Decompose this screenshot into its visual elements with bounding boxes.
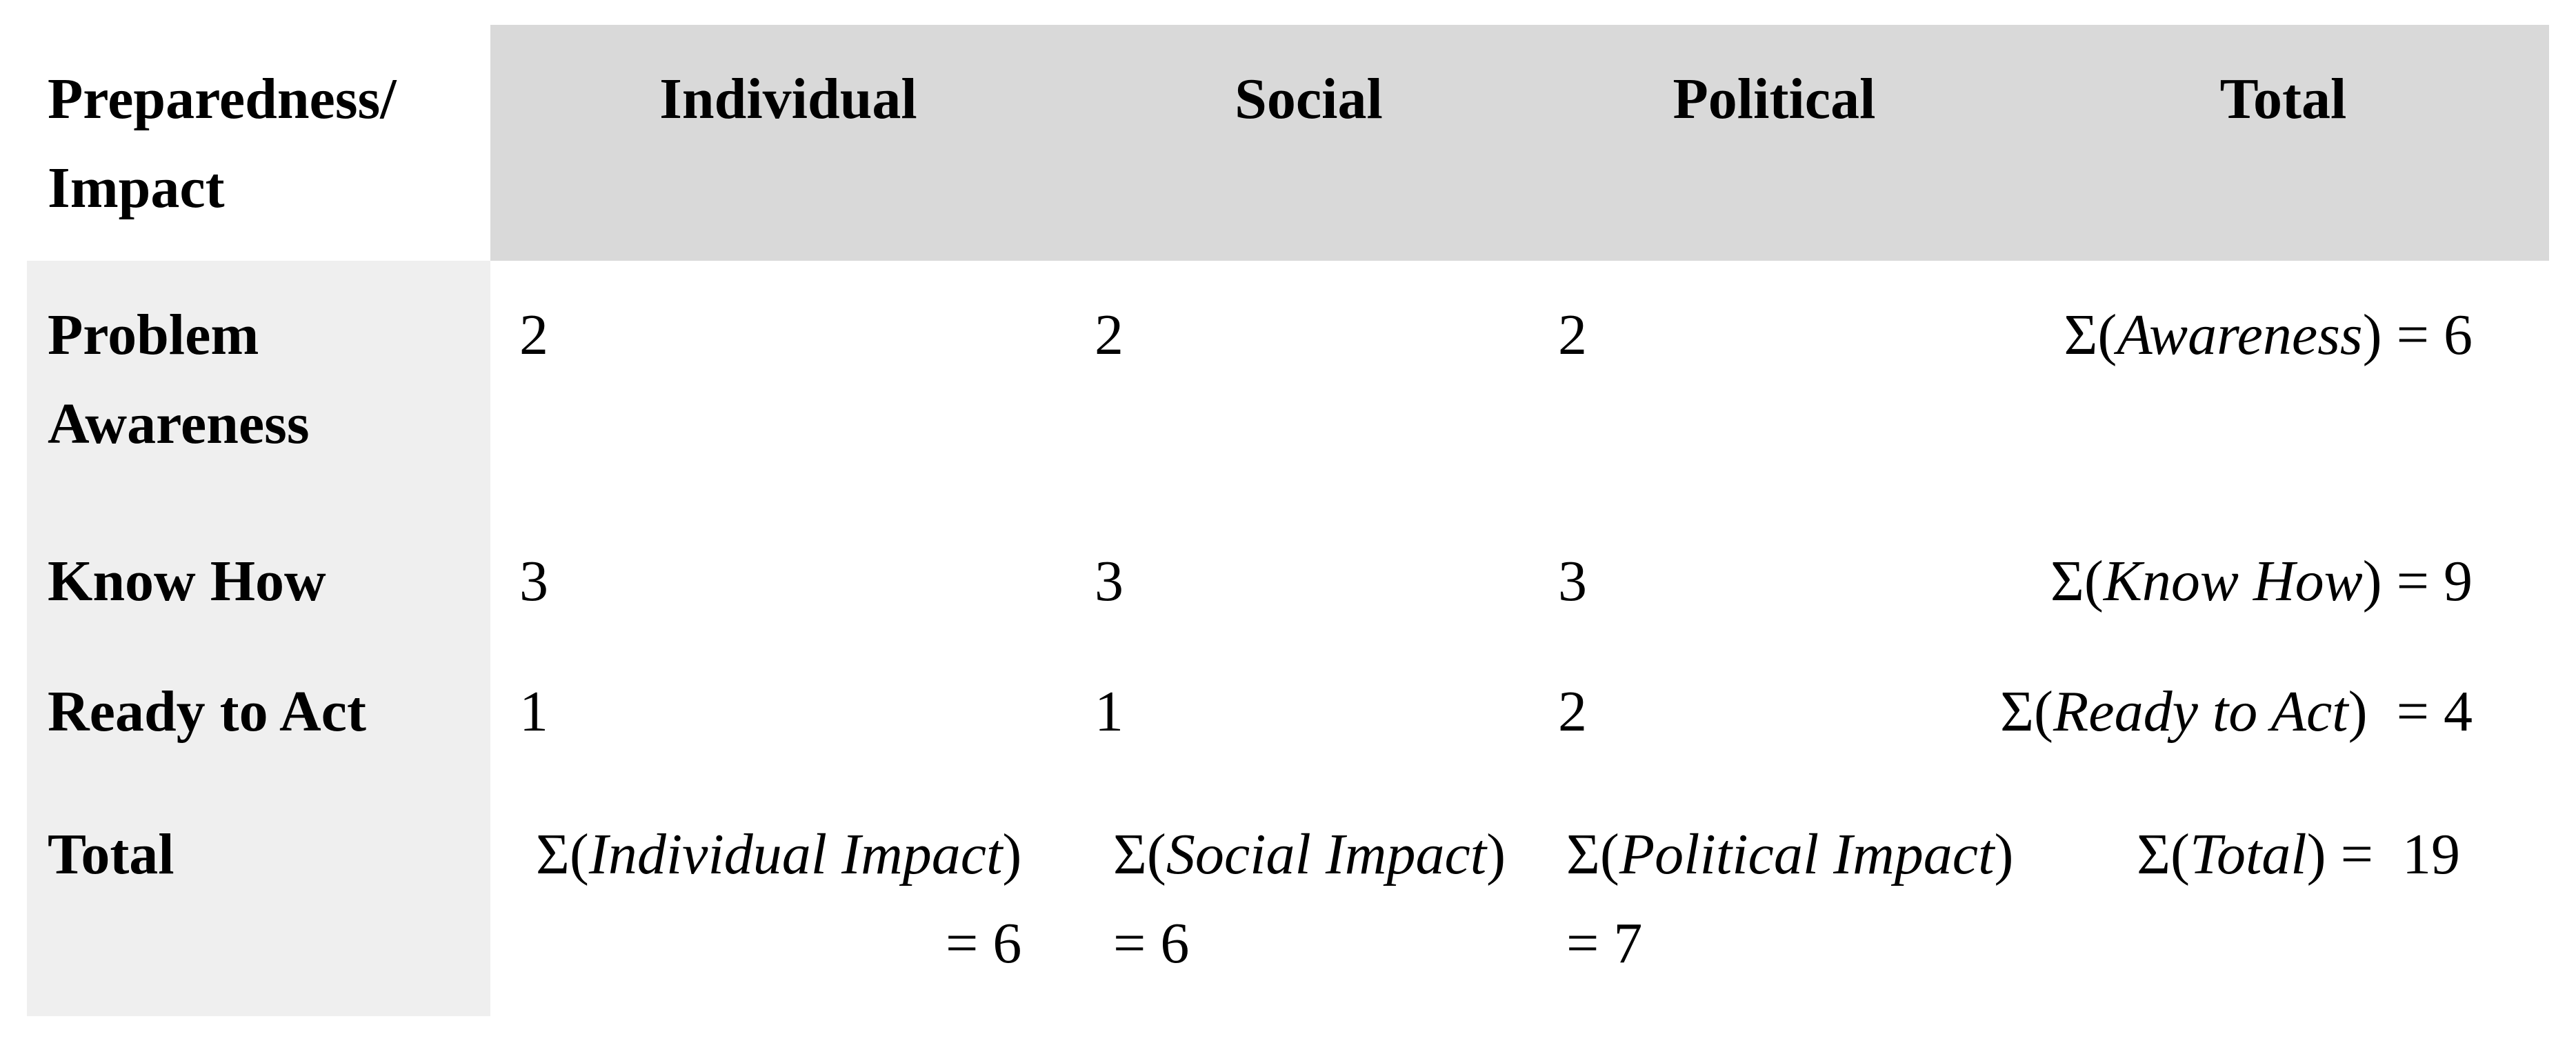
column-header-total: Total [2219,68,2347,132]
sum-result-line: = 7 [1566,913,1643,977]
sum-value: 4 [2444,681,2473,745]
row-label-problem-awareness: Problem Awareness [48,292,310,470]
sum-term: Ready to Act [2053,681,2348,745]
paren-close: ) [1002,824,1022,888]
sum-equals: ) = [2306,824,2402,888]
corner-header-line1: Preparedness/ [48,68,397,132]
sigma-prefix: Σ( [536,824,589,888]
sigma-prefix: Σ( [2000,681,2053,745]
sigma-prefix: Σ( [2137,824,2190,888]
sum-term: Individual Impact [588,824,1003,888]
cell-total-social-sum: Σ(Social Impact) = 6 [1113,811,1506,989]
sum-term: Total [2189,824,2307,888]
sum-result-line: = 6 [1113,913,1190,977]
paren-close: ) [1486,824,1506,888]
row-label-line2: Awareness [48,393,310,457]
header-row-background [490,25,2549,261]
cell-total-individual-sum: Σ(Individual Impact) = 6 [536,811,1021,989]
cell-total-grand-sum: Σ(Total) = 19 [2137,811,2460,900]
sum-value: 6 [2444,304,2473,368]
sum-result-line: = 6 [946,913,1022,977]
corner-header-line2: Impact [48,157,225,221]
sigma-prefix: Σ( [2050,551,2104,615]
cell-awareness-political: 2 [1558,304,1587,368]
paren-close: ) [1994,824,2014,888]
row-label-know-how: Know How [48,551,326,615]
cell-knowhow-social: 3 [1095,551,1124,615]
row-label-column-background [27,261,490,1016]
sum-term: Social Impact [1166,824,1487,888]
cell-ready-social: 1 [1095,681,1124,745]
sum-value: 9 [2444,551,2473,615]
row-label-ready-to-act: Ready to Act [48,681,366,745]
sum-term: Awareness [2117,304,2363,368]
sigma-prefix: Σ( [1566,824,1619,888]
cell-knowhow-individual: 3 [519,551,548,615]
sum-equals: ) = [2348,681,2444,745]
corner-header-preparedness-impact: Preparedness/ Impact [48,56,397,234]
cell-awareness-social: 2 [1095,304,1124,368]
cell-awareness-total-sum: Σ(Awareness) = 6 [2064,292,2473,381]
row-label-line1: Problem [48,304,259,368]
sigma-prefix: Σ( [1113,824,1166,888]
row-label-total: Total [48,824,174,888]
column-header-political: Political [1673,68,1876,132]
sum-value: 19 [2402,824,2460,888]
sum-term: Know How [2103,551,2363,615]
cell-awareness-individual: 2 [519,304,548,368]
sum-equals: ) = [2362,551,2444,615]
column-header-individual: Individual [659,68,917,132]
cell-ready-total-sum: Σ(Ready to Act) = 4 [2000,668,2473,757]
sum-equals: ) = [2362,304,2444,368]
cell-knowhow-political: 3 [1558,551,1587,615]
column-header-social: Social [1235,68,1383,132]
cell-knowhow-total-sum: Σ(Know How) = 9 [2050,538,2473,627]
sum-term: Political Impact [1619,824,1995,888]
cell-ready-individual: 1 [519,681,548,745]
sigma-prefix: Σ( [2064,304,2117,368]
cell-ready-political: 2 [1558,681,1587,745]
cell-total-political-sum: Σ(Political Impact) = 7 [1566,811,2013,989]
